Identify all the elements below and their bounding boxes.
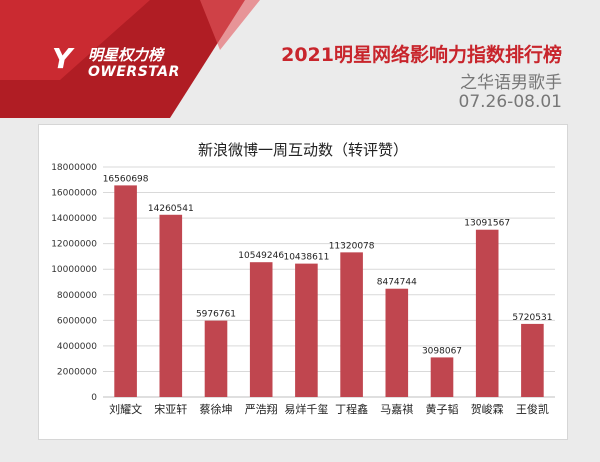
y-tick-label: 6000000 — [57, 316, 97, 326]
bar — [249, 262, 273, 397]
page-subtitle: 之华语男歌手 — [460, 73, 562, 93]
header: Y 明星权力榜 OWERSTAR 2021明星网络影响力指数排行榜 之华语男歌手… — [0, 0, 600, 118]
bar-value-label: 14260541 — [148, 204, 194, 214]
y-tick-label: 8000000 — [57, 291, 97, 301]
bar — [340, 252, 363, 397]
chart-panel: 新浪微博一周互动数（转评赞） 0 2000000 4000000 6000000 800… — [38, 124, 568, 440]
y-tick-label: 10000000 — [51, 265, 97, 275]
date-range: 07.26-08.01 — [458, 92, 562, 112]
x-tick-label: 丁程鑫 — [335, 402, 368, 416]
bar-value-label: 10438611 — [283, 253, 329, 263]
x-tick-label: 王俊凯 — [516, 402, 549, 416]
x-tick-label: 贺峻霖 — [471, 402, 504, 416]
bar-value-label: 16560698 — [103, 174, 149, 184]
bar — [295, 263, 318, 397]
bar-value-label: 10549246 — [238, 251, 284, 261]
x-tick-label: 黄子韬 — [426, 402, 459, 416]
header-red-band — [0, 0, 260, 118]
logo-english-text: OWERSTAR — [88, 64, 180, 80]
y-tick-label: 16000000 — [51, 189, 97, 199]
bar — [475, 229, 499, 397]
bar-value-label: 8474744 — [377, 278, 417, 288]
y-tick-label: 12000000 — [51, 240, 97, 250]
bar — [430, 357, 454, 397]
x-tick-label: 严浩翔 — [245, 402, 278, 416]
x-tick-label: 蔡徐坤 — [200, 402, 233, 416]
chart-title: 新浪微博一周互动数（转评赞） — [198, 141, 408, 159]
logo-mark: Y — [52, 42, 74, 75]
x-tick-label: 刘耀文 — [109, 402, 142, 416]
x-tick-label: 宋亚轩 — [154, 402, 187, 416]
bar-value-label: 11320078 — [329, 241, 375, 251]
bar-value-label: 13091567 — [464, 219, 510, 229]
y-tick-label: 4000000 — [57, 342, 97, 352]
x-tick-label: 马嘉祺 — [380, 402, 413, 416]
bar — [159, 214, 183, 397]
bar — [204, 320, 228, 397]
y-tick-label: 0 — [91, 393, 97, 403]
page-title: 2021明星网络影响力指数排行榜 — [281, 44, 562, 66]
bar-value-label: 5720531 — [512, 313, 552, 323]
bar — [114, 185, 137, 397]
bar-value-label: 3098067 — [422, 346, 462, 356]
logo-chinese-text: 明星权力榜 — [88, 46, 164, 64]
bar — [385, 288, 409, 397]
y-tick-label: 18000000 — [51, 163, 97, 173]
bar-value-label: 5976761 — [196, 310, 236, 320]
bar-chart: 新浪微博一周互动数（转评赞） 0 2000000 4000000 6000000 800… — [51, 141, 555, 416]
bar — [521, 323, 544, 397]
y-tick-label: 2000000 — [57, 367, 97, 377]
x-tick-label: 易烊千玺 — [284, 402, 328, 416]
y-tick-label: 14000000 — [51, 214, 97, 224]
